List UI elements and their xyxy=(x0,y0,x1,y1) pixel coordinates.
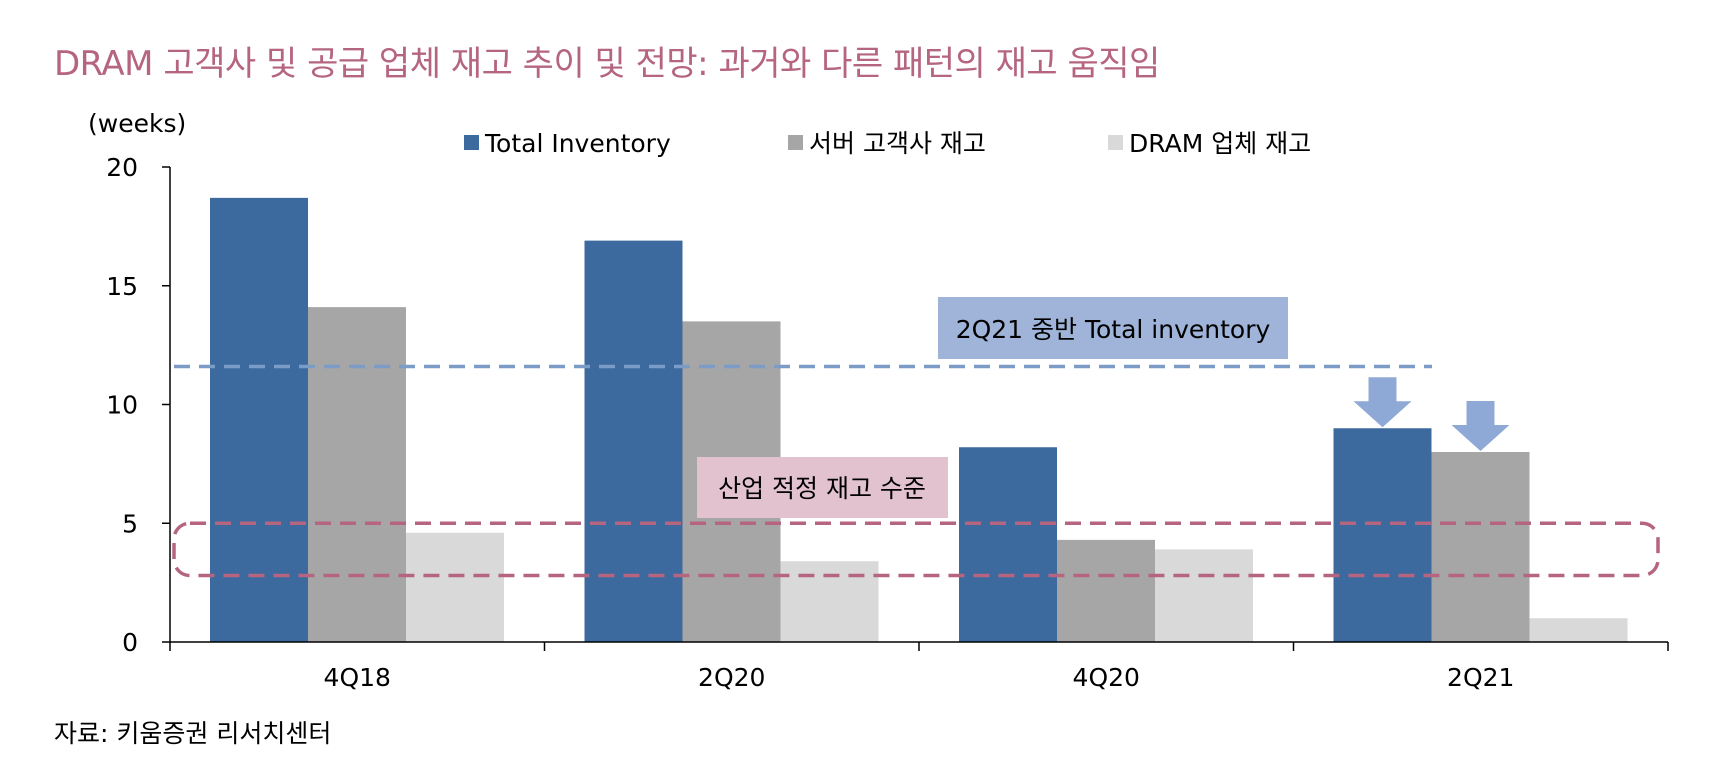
optimal-inventory-label: 산업 적정 재고 수준 xyxy=(718,474,926,503)
bar xyxy=(1431,452,1530,642)
legend-swatch xyxy=(1108,135,1123,150)
x-tick-label: 2Q20 xyxy=(698,663,765,692)
legend-label: Total Inventory xyxy=(484,129,671,158)
optimal-inventory-label-box xyxy=(697,457,948,518)
reference-label: 2Q21 중반 Total inventory xyxy=(956,315,1271,344)
bar xyxy=(584,240,683,642)
y-tick-label: 10 xyxy=(106,391,138,420)
y-tick-label: 15 xyxy=(106,272,138,301)
chart-title: DRAM 고객사 및 공급 업체 재고 추이 및 전망: 과거와 다른 패턴의 … xyxy=(54,44,1160,84)
bar xyxy=(308,307,406,642)
axes-layer: 0 5 10 15 20 4Q18 2Q20 4Q20 2Q21 (weeks) xyxy=(88,109,1669,692)
bar xyxy=(1529,618,1628,642)
bar xyxy=(210,197,308,642)
y-tick-label: 20 xyxy=(106,153,138,182)
y-axis-label: (weeks) xyxy=(88,109,186,138)
legend-layer: Total Inventory 서버 고객사 재고 DRAM 업체 재고 xyxy=(464,129,1311,158)
x-tick-label: 4Q20 xyxy=(1073,663,1140,692)
x-tick-label: 4Q18 xyxy=(324,663,391,692)
legend-swatch xyxy=(464,135,479,150)
source-note: 자료: 키움증권 리서치센터 xyxy=(54,719,332,748)
bar xyxy=(780,561,879,642)
reference-label-box xyxy=(938,297,1288,359)
optimal-inventory-band xyxy=(172,521,1660,578)
annotations-layer: 산업 적정 재고 수준 2Q21 중반 Total inventory xyxy=(172,297,1660,578)
legend-label: 서버 고객사 재고 xyxy=(809,129,986,158)
bar xyxy=(1155,549,1253,642)
legend-swatch xyxy=(788,135,803,150)
legend-label: DRAM 업체 재고 xyxy=(1129,129,1311,158)
bar xyxy=(1057,539,1155,642)
down-arrow-icon xyxy=(1353,377,1412,428)
down-arrow-icon xyxy=(1451,401,1510,451)
bars-layer xyxy=(210,197,1628,642)
y-tick-label: 5 xyxy=(122,509,138,538)
bar xyxy=(1333,428,1432,642)
x-tick-label: 2Q21 xyxy=(1447,663,1514,692)
bar xyxy=(959,447,1057,642)
y-tick-label: 0 xyxy=(122,628,138,657)
bar xyxy=(406,532,504,642)
